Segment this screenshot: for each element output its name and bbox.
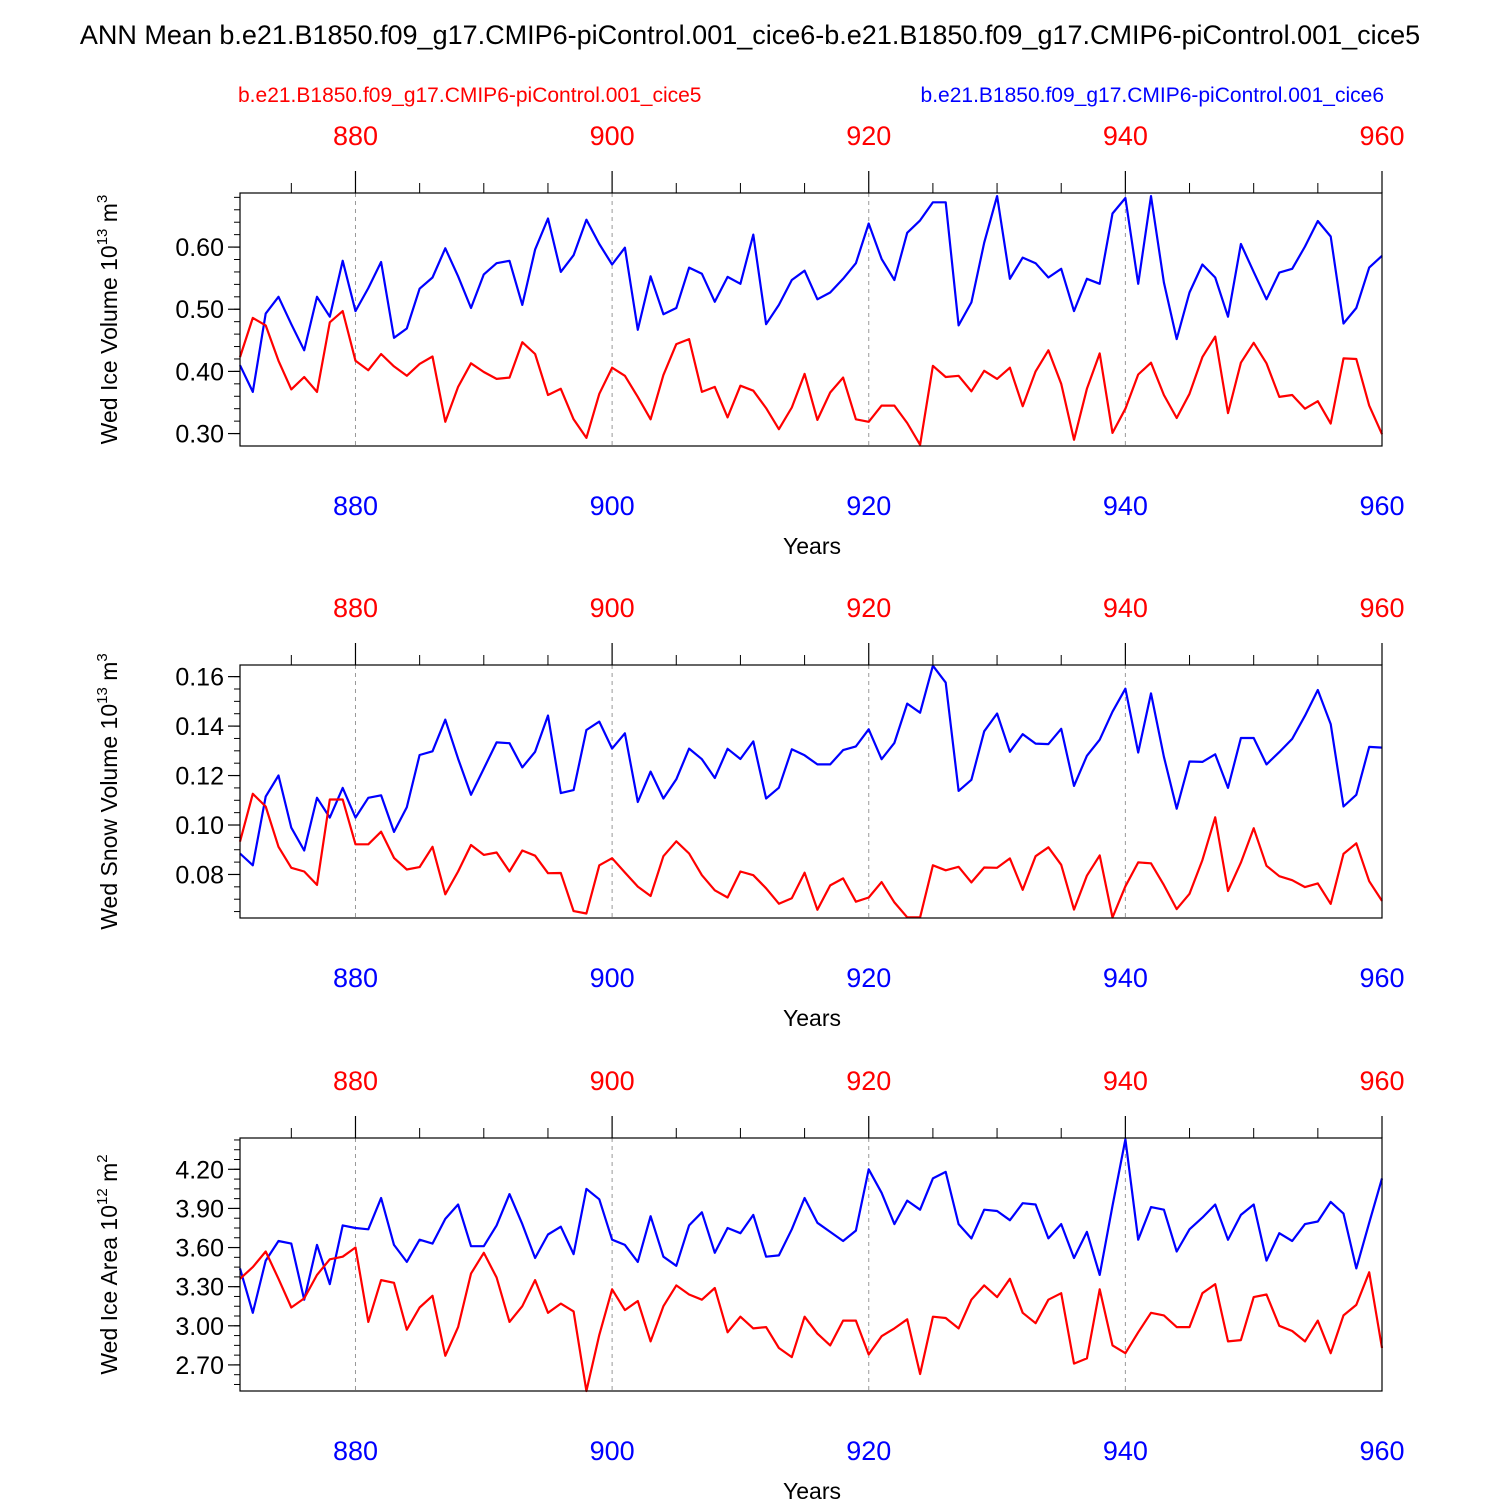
x-axis-label: Years (783, 533, 841, 559)
panel-2: 0.08 0.10 0.12 0.14 0.16 880 880 900 900 920 920 94… (94, 593, 1405, 1031)
x-axis-label: Years (783, 1005, 841, 1031)
series-line-red (238, 310, 1384, 446)
series-line-blue (239, 195, 1383, 393)
series-line-red (238, 792, 1383, 919)
y-tick-label: 0.60 (175, 234, 224, 262)
series-line-blue (239, 664, 1383, 867)
x-axis-label: Years (783, 1478, 841, 1500)
y-tick-label: 0.10 (175, 812, 224, 840)
y-tick-label: 0.16 (175, 664, 224, 692)
x-tick-label-bottom: 880 (333, 963, 378, 993)
x-tick-label-top: 920 (846, 593, 891, 623)
legend-label-cice5: b.e21.B1850.f09_g17.CMIP6-piControl.001_… (238, 84, 701, 107)
x-tick-label-bottom: 960 (1359, 963, 1404, 993)
x-tick-label-bottom: 940 (1103, 491, 1148, 521)
x-tick-label-bottom: 920 (846, 963, 891, 993)
x-tick-label-top: 940 (1103, 593, 1148, 623)
figure-title: ANN Mean b.e21.B1850.f09_g17.CMIP6-piCon… (80, 20, 1420, 50)
x-tick-label-top: 900 (590, 1066, 635, 1096)
x-tick-label-bottom: 920 (846, 491, 891, 521)
y-tick-label: 3.30 (175, 1274, 224, 1302)
x-tick-label-bottom: 940 (1103, 963, 1148, 993)
x-tick-label-top: 940 (1103, 121, 1148, 151)
x-tick-label-top: 960 (1359, 121, 1404, 151)
x-tick-label-top: 920 (846, 121, 891, 151)
x-tick-label-top: 900 (590, 121, 635, 151)
x-tick-label-bottom: 960 (1359, 1436, 1404, 1466)
panel-3: 2.70 3.00 3.30 3.60 3.90 4.20 880 880 900 900 920 9… (94, 1066, 1405, 1500)
x-tick-label-top: 880 (333, 121, 378, 151)
legend-label-cice6: b.e21.B1850.f09_g17.CMIP6-piControl.001_… (921, 84, 1384, 107)
y-tick-label: 3.00 (175, 1313, 224, 1341)
x-tick-label-bottom: 900 (590, 491, 635, 521)
plot-frame (239, 192, 1383, 447)
y-tick-label: 0.08 (175, 861, 224, 889)
series-line-blue (238, 1138, 1384, 1314)
series-line-red (239, 1246, 1384, 1393)
x-tick-label-top: 940 (1103, 1066, 1148, 1096)
x-tick-label-bottom: 940 (1103, 1436, 1148, 1466)
x-tick-label-top: 960 (1359, 1066, 1404, 1096)
x-tick-label-top: 960 (1359, 593, 1404, 623)
x-tick-label-bottom: 880 (333, 1436, 378, 1466)
y-tick-label: 0.30 (175, 421, 224, 449)
y-tick-label: 0.14 (175, 713, 224, 741)
x-tick-label-bottom: 900 (590, 1436, 635, 1466)
y-tick-label: 0.50 (175, 296, 224, 324)
x-tick-label-bottom: 920 (846, 1436, 891, 1466)
x-tick-label-bottom: 880 (333, 491, 378, 521)
panel-1: 0.30 0.40 0.50 0.60 880 880 900 900 920 920 940 940… (94, 121, 1405, 559)
y-tick-label: 3.90 (175, 1195, 224, 1223)
x-tick-label-top: 880 (333, 593, 378, 623)
x-tick-label-top: 900 (590, 593, 635, 623)
y-tick-label: 4.20 (175, 1156, 224, 1184)
y-axis-label: Wed Snow Volume 1013 m3 (94, 653, 122, 929)
y-tick-label: 0.40 (175, 358, 224, 386)
x-tick-label-top: 880 (333, 1066, 378, 1096)
x-tick-label-bottom: 900 (590, 963, 635, 993)
y-axis-label: Wed Ice Volume 1013 m3 (94, 195, 122, 445)
plot-frame (239, 1137, 1383, 1392)
y-tick-label: 2.70 (175, 1352, 224, 1380)
plot-frame (239, 664, 1383, 919)
y-axis-label: Wed Ice Area 1012 m2 (94, 1154, 122, 1374)
x-tick-label-bottom: 960 (1359, 491, 1404, 521)
y-tick-label: 0.12 (175, 763, 224, 791)
y-tick-label: 3.60 (175, 1235, 224, 1263)
x-tick-label-top: 920 (846, 1066, 891, 1096)
